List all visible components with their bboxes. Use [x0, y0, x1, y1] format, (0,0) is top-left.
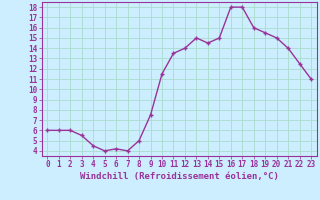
X-axis label: Windchill (Refroidissement éolien,°C): Windchill (Refroidissement éolien,°C) [80, 172, 279, 181]
